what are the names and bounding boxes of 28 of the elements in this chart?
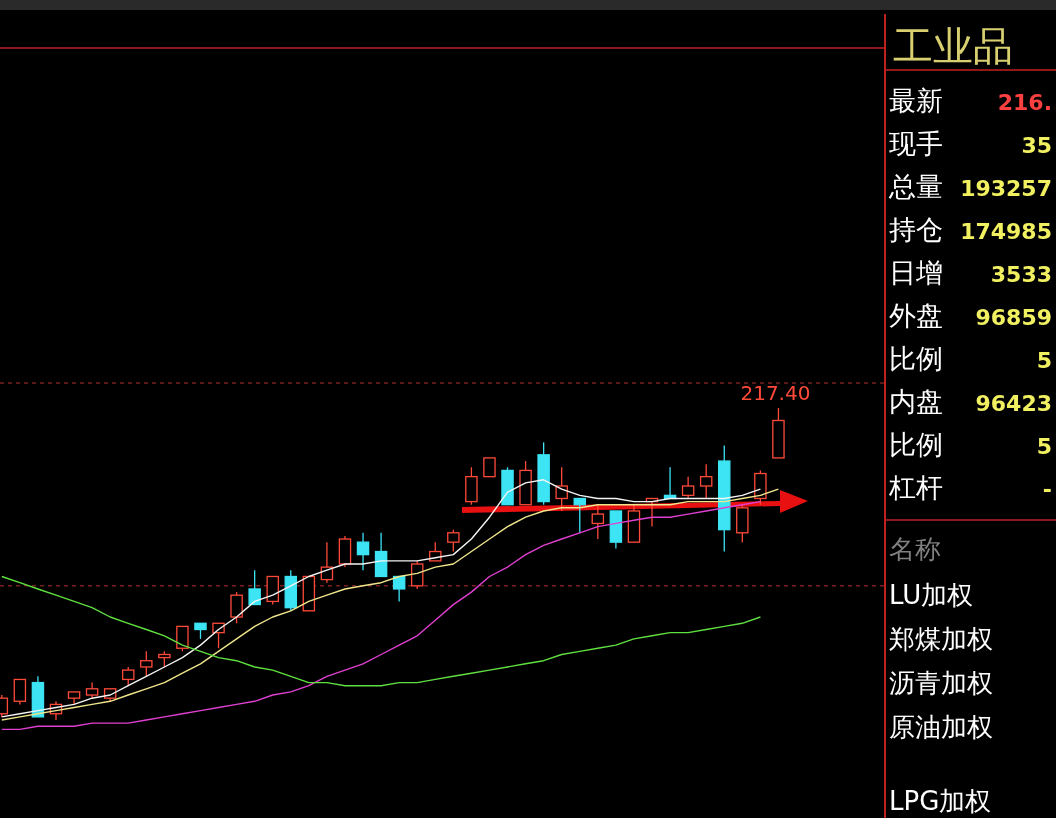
text: 5 bbox=[1036, 348, 1052, 373]
category-label: 现手 bbox=[889, 128, 943, 159]
text: 工业品 bbox=[893, 23, 1013, 69]
text: 193257 bbox=[960, 176, 1052, 201]
text: 35 bbox=[1021, 133, 1052, 158]
category-label: 最新 bbox=[889, 85, 943, 116]
text: 3533 bbox=[990, 262, 1052, 287]
text: 216. bbox=[997, 90, 1052, 115]
category-label: 总量 bbox=[888, 171, 943, 202]
text: 名称 bbox=[889, 534, 941, 564]
text: 沥青加权 bbox=[889, 668, 993, 698]
text: 原油加权 bbox=[889, 712, 993, 742]
text: 郑煤加权 bbox=[889, 624, 993, 654]
text: 96859 bbox=[975, 305, 1052, 330]
text: LU加权 bbox=[889, 580, 974, 610]
text: LPG加权 bbox=[889, 786, 992, 816]
category-label: 比例 bbox=[889, 343, 943, 374]
category-label: 持仓 bbox=[889, 214, 943, 245]
annotation: 217.40 bbox=[740, 381, 811, 405]
category-label: 比例 bbox=[889, 429, 943, 460]
category-label: 日增 bbox=[889, 257, 943, 288]
category-label: 杠杆 bbox=[888, 472, 943, 503]
category-label: 内盘 bbox=[889, 386, 943, 417]
text: 5 bbox=[1036, 434, 1052, 459]
text: 174985 bbox=[960, 219, 1052, 244]
text: 96423 bbox=[975, 391, 1052, 416]
text: - bbox=[1042, 477, 1052, 502]
category-label: 外盘 bbox=[889, 300, 943, 331]
